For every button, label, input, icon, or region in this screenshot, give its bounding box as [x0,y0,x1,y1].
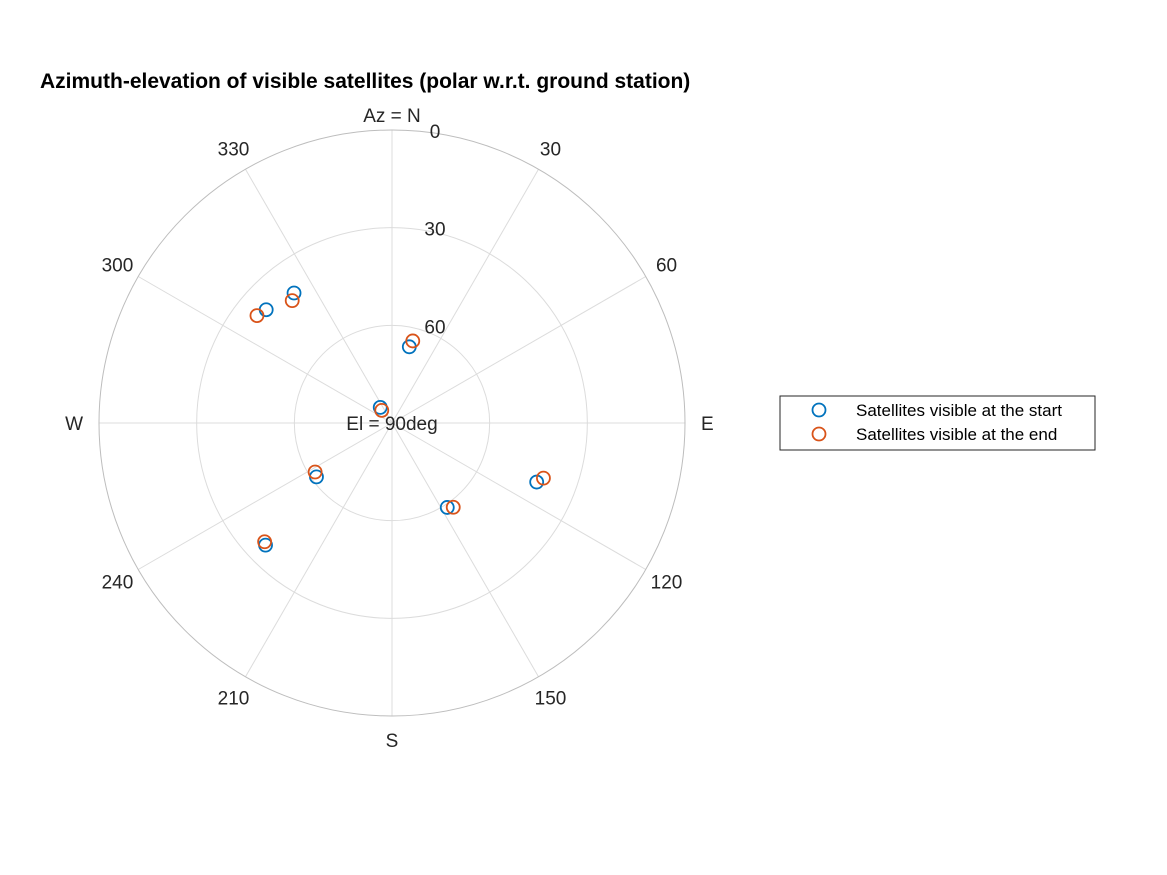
north-label: Az = N [363,106,421,127]
legend-label-start: Satellites visible at the start [856,401,1062,420]
r-tick-label-0: 0 [430,122,441,143]
chart-title: Azimuth-elevation of visible satellites … [40,70,690,93]
data-points [249,285,551,553]
theta-tick-label-60: 60 [656,256,677,277]
legend-label-end: Satellites visible at the end [856,425,1057,444]
satellite-point-s1-5 [445,499,461,515]
spoke-line-240 [138,422,393,570]
theta-tick-label-210: 210 [218,689,250,710]
spoke-line-330 [245,169,393,424]
polar-tick-labels: 30 60 E 120 150 S 210 240 W 300 330 Az = N 0 30 60 El =… [65,106,714,752]
theta-tick-label-240: 240 [102,573,134,594]
satellite-point-s1-0 [405,333,421,349]
satellite-point-s1-6 [307,464,323,480]
r-tick-label-60: 60 [424,317,445,338]
satellite-point-s1-1 [284,293,300,309]
spoke-line-300 [138,276,393,424]
polar-axes: 30 60 E 120 150 S 210 240 W 300 330 Az = N 0 30 60 El =… [65,106,714,752]
satellite-point-s0-1 [286,285,302,301]
satellite-point-s1-2 [249,308,265,323]
legend-marker-start [811,402,827,418]
satellite-point-s1-4 [536,470,551,486]
spoke-line-150 [391,422,539,677]
legend-marker-end [811,426,827,442]
theta-tick-label-180: S [386,731,399,752]
legend-box [779,395,1096,451]
ring-el-30 [196,227,588,619]
spoke-line-120 [391,422,646,570]
theta-tick-label-150: 150 [535,689,567,710]
spoke-line-30 [391,169,539,424]
satellite-point-s1-7 [257,534,273,550]
theta-tick-label-90: E [701,414,714,435]
theta-tick-label-270: W [65,414,83,435]
outer-ring [98,129,686,717]
r-tick-label-30: 30 [424,220,445,241]
theta-tick-label-30: 30 [540,139,561,160]
theta-tick-label-330: 330 [218,139,250,160]
legend: Satellites visible at the start Satellit… [779,395,1096,451]
theta-tick-label-120: 120 [651,573,683,594]
satellite-point-s1-3 [374,402,390,418]
theta-tick-label-300: 300 [102,256,134,277]
center-label: El = 90deg [346,414,437,435]
spoke-line-210 [245,422,393,677]
spoke-line-60 [391,276,646,424]
satellite-point-s0-5 [439,500,455,515]
polar-grid [98,129,686,717]
ring-el-60 [293,324,491,522]
